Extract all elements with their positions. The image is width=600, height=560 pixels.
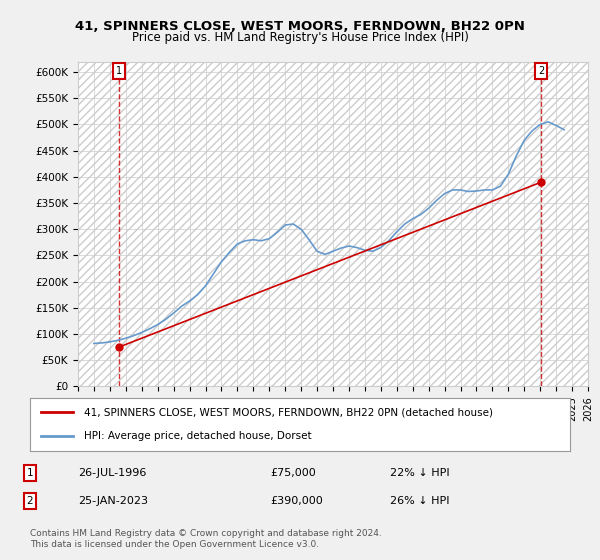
Text: 2: 2 (26, 496, 34, 506)
Text: Contains HM Land Registry data © Crown copyright and database right 2024.
This d: Contains HM Land Registry data © Crown c… (30, 529, 382, 549)
Text: Price paid vs. HM Land Registry's House Price Index (HPI): Price paid vs. HM Land Registry's House … (131, 31, 469, 44)
Text: 1: 1 (116, 66, 122, 76)
Text: 26% ↓ HPI: 26% ↓ HPI (390, 496, 449, 506)
Text: 22% ↓ HPI: 22% ↓ HPI (390, 468, 449, 478)
Text: 41, SPINNERS CLOSE, WEST MOORS, FERNDOWN, BH22 0PN (detached house): 41, SPINNERS CLOSE, WEST MOORS, FERNDOWN… (84, 408, 493, 418)
Text: 25-JAN-2023: 25-JAN-2023 (78, 496, 148, 506)
Text: 26-JUL-1996: 26-JUL-1996 (78, 468, 146, 478)
Text: 41, SPINNERS CLOSE, WEST MOORS, FERNDOWN, BH22 0PN: 41, SPINNERS CLOSE, WEST MOORS, FERNDOWN… (75, 20, 525, 32)
Text: HPI: Average price, detached house, Dorset: HPI: Average price, detached house, Dors… (84, 431, 311, 441)
Text: 1: 1 (26, 468, 34, 478)
Text: £75,000: £75,000 (270, 468, 316, 478)
Text: 2: 2 (538, 66, 544, 76)
Text: £390,000: £390,000 (270, 496, 323, 506)
